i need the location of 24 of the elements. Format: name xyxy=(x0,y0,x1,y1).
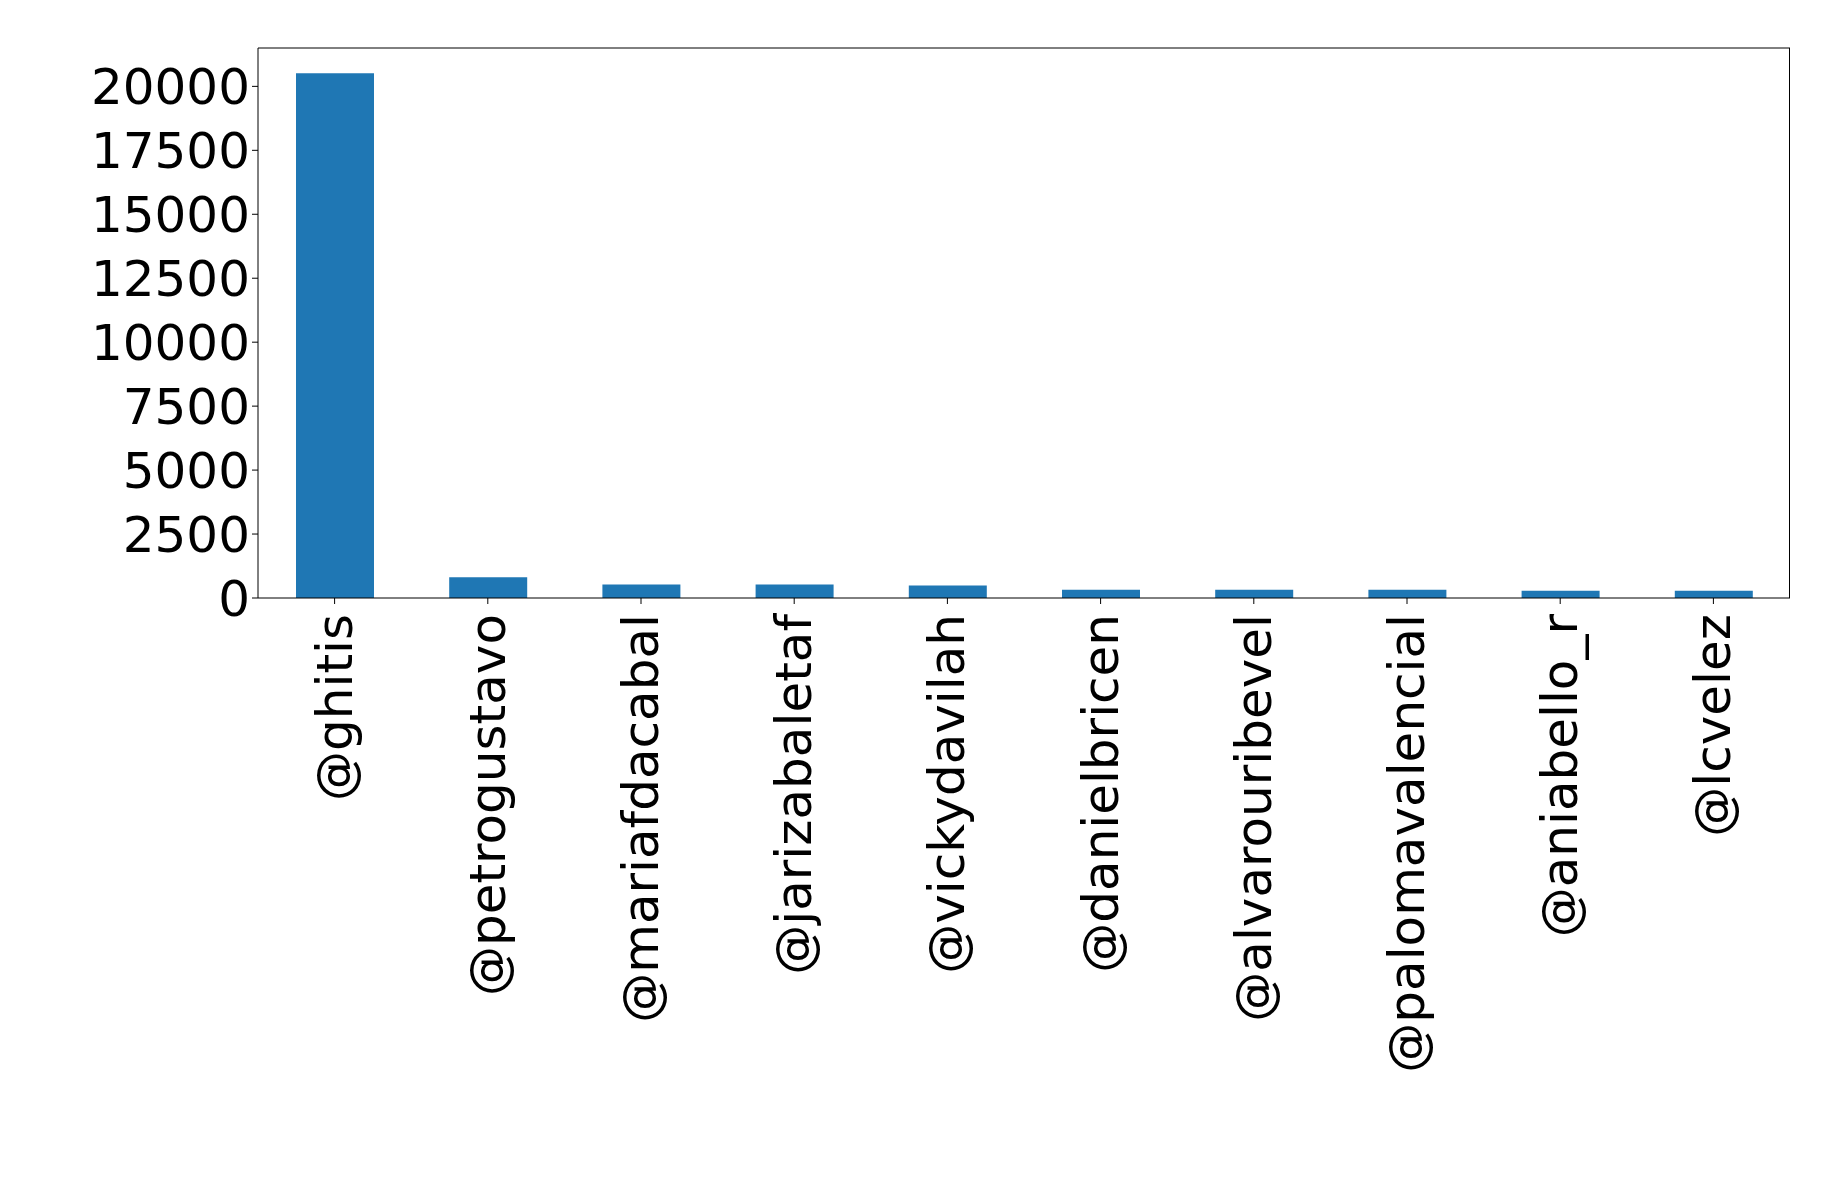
y-tick-label: 15000 xyxy=(90,186,250,245)
bar xyxy=(908,585,987,598)
bar xyxy=(755,584,834,598)
x-tick-label: @jarizabaletaf xyxy=(765,612,824,975)
x-tick-label: @aniabello_r xyxy=(1531,613,1590,938)
bar xyxy=(449,577,528,598)
x-tick-label: @lcvelez xyxy=(1684,614,1743,837)
bar xyxy=(602,584,681,598)
y-tick-label: 5000 xyxy=(122,441,250,500)
x-tick-label: @alvarouribevel xyxy=(1224,614,1283,1022)
y-tick-label: 7500 xyxy=(122,377,250,436)
y-tick-label: 2500 xyxy=(122,505,250,564)
x-tick-label: @petrogustavo xyxy=(458,614,517,997)
x-tick-label: @palomavalencial xyxy=(1378,614,1436,1073)
y-tick-label: 10000 xyxy=(90,313,250,372)
x-tick-label: @mariafdacabal xyxy=(612,614,670,1023)
x-tick-label: @vickydavilah xyxy=(918,614,977,974)
y-tick-label: 20000 xyxy=(90,58,250,117)
x-tick-label: @ghitis xyxy=(305,614,364,801)
bar xyxy=(296,73,374,598)
y-tick-label: 17500 xyxy=(90,122,250,181)
y-tick-label: 0 xyxy=(218,569,250,628)
x-tick-label: @danielbricen xyxy=(1071,614,1130,973)
y-tick-label: 12500 xyxy=(90,249,250,308)
